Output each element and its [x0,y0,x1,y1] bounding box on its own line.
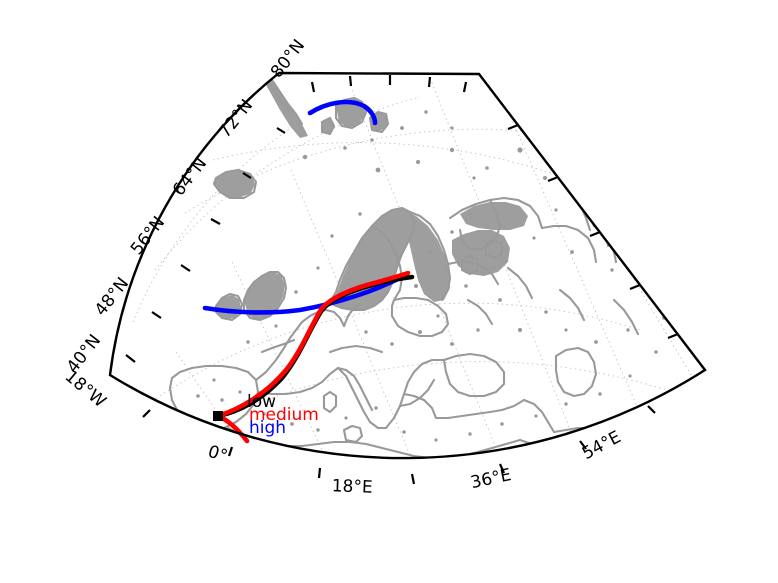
trajectory-label-medium: medium [249,405,319,425]
longitude-ticks [142,405,656,485]
lon-label-54e: 54°E [579,427,624,464]
trajectory-label-high: high [249,418,286,438]
lat-label-40n: 40°N [63,331,105,377]
lon-label-18e: 18°E [331,476,373,497]
top-arc-ticks [310,75,468,93]
map-background [110,73,705,459]
lon-label-18w: 18°W [61,366,110,412]
map-border [108,71,707,460]
trajectory-labels: low medium high [247,392,319,438]
lon-label-36e: 36°E [469,465,513,493]
right-edge-ticks [507,123,679,340]
trajectory-label-low: low [247,392,276,412]
trajectory-high [202,99,403,315]
landmass-fills [213,76,528,320]
latitude-ticks [125,127,286,363]
coastline-speckles [196,110,682,442]
trajectory-origin-marker [213,411,223,421]
lon-label-0: 0° [205,442,230,467]
